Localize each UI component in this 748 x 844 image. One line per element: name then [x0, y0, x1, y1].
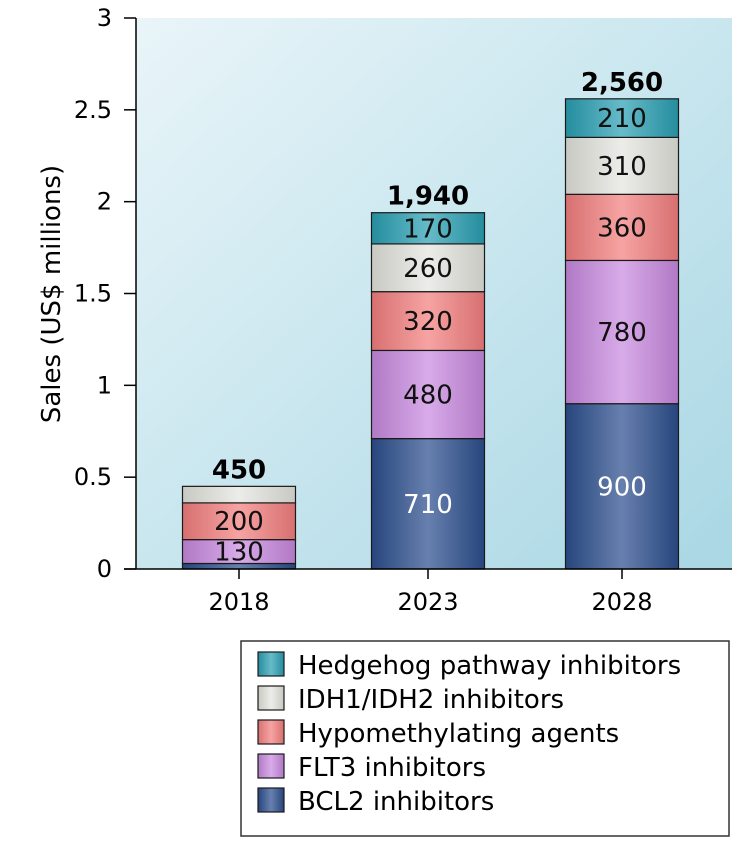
- bar-segment-hypomethylating-agents-2023: [370, 291, 486, 352]
- bar-segment-bcl2-inhibitors-2023: [370, 437, 486, 570]
- y-tick-label-0.5: 0.5: [74, 463, 112, 491]
- data-label-flt3-inhibitors-2028: 780: [597, 318, 647, 348]
- bar-segment-hedgehog-pathway-inhibitors-2028: [564, 98, 680, 138]
- total-label-2028: 2,560: [581, 68, 663, 98]
- y-tick-label-2.5: 2.5: [74, 96, 112, 124]
- legend-label-hypomethylating-agents: Hypomethylating agents: [298, 719, 619, 749]
- bar-segment-flt3-inhibitors-2023: [370, 349, 486, 440]
- bar-segment-bcl2-inhibitors-2028: [564, 403, 680, 570]
- y-tick-label-0: 0: [97, 555, 112, 583]
- legend-label-flt3-inhibitors: FLT3 inhibitors: [298, 753, 486, 783]
- legend: Hedgehog pathway inhibitors IDH1/IDH2 inh…: [240, 640, 730, 837]
- bar-segment-hypomethylating-agents-2018: [181, 502, 297, 541]
- x-tick-label-2028: 2028: [591, 588, 652, 616]
- legend-label-hedgehog-pathway-inhibitors: Hedgehog pathway inhibitors: [298, 651, 681, 681]
- legend-swatch-bcl2-inhibitors: [257, 787, 285, 813]
- data-label-hypomethylating-agents-2023: 320: [403, 307, 453, 337]
- x-tick-label-2023: 2023: [397, 588, 458, 616]
- data-label-bcl2-inhibitors-2023: 710: [403, 490, 453, 520]
- data-label-flt3-inhibitors-2018: 130: [214, 538, 264, 568]
- total-label-2023: 1,940: [387, 182, 469, 212]
- data-label-idh1-idh2-inhibitors-2023: 260: [403, 254, 453, 284]
- y-tick-label-3: 3: [97, 4, 112, 32]
- data-label-bcl2-inhibitors-2028: 900: [597, 472, 647, 502]
- bar-segment-hypomethylating-agents-2028: [564, 193, 680, 262]
- legend-label-bcl2-inhibitors: BCL2 inhibitors: [298, 787, 494, 817]
- bar-segment-flt3-inhibitors-2028: [564, 259, 680, 405]
- total-label-2018: 450: [212, 455, 266, 485]
- data-label-idh1-idh2-inhibitors-2028: 310: [597, 152, 647, 182]
- legend-swatch-flt3-inhibitors: [257, 753, 285, 779]
- y-tick-label-2: 2: [97, 188, 112, 216]
- data-label-flt3-inhibitors-2023: 480: [403, 381, 453, 411]
- bar-segment-idh1-idh2-inhibitors-2023: [370, 243, 486, 293]
- y-tick-label-1.5: 1.5: [74, 280, 112, 308]
- y-axis-label: Sales (US$ millions): [37, 165, 67, 423]
- y-tick-label-1: 1: [97, 371, 112, 399]
- bar-segment-idh1-idh2-inhibitors-2018: [181, 485, 297, 504]
- x-tick-label-2018: 2018: [208, 588, 269, 616]
- data-label-hedgehog-pathway-inhibitors-2023: 170: [403, 214, 453, 244]
- data-label-hedgehog-pathway-inhibitors-2028: 210: [597, 104, 647, 134]
- legend-swatch-hedgehog-pathway-inhibitors: [257, 651, 285, 677]
- legend-swatch-hypomethylating-agents: [257, 719, 285, 745]
- legend-frame: [240, 640, 730, 837]
- axis-layer: 0 0.5 1 1.5 2 2.5 3 2018 2023 2028: [74, 4, 732, 616]
- bar-segment-idh1-idh2-inhibitors-2028: [564, 136, 680, 195]
- legend-label-idh1-idh2-inhibitors: IDH1/IDH2 inhibitors: [298, 685, 564, 715]
- data-label-hypomethylating-agents-2018: 200: [214, 507, 264, 537]
- legend-swatch-idh1-idh2-inhibitors: [257, 685, 285, 711]
- data-label-hypomethylating-agents-2028: 360: [597, 213, 647, 243]
- bar-segment-hedgehog-pathway-inhibitors-2023: [370, 212, 486, 245]
